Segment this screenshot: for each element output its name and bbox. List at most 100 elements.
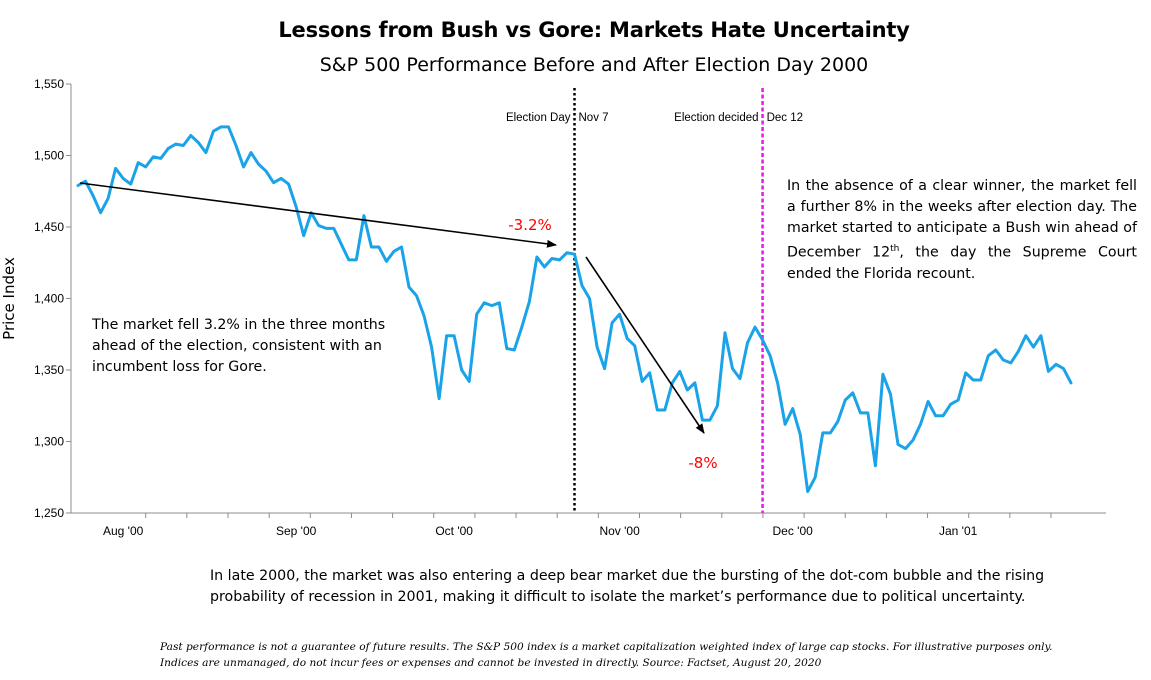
data-point <box>1024 334 1028 337</box>
data-point <box>279 177 283 180</box>
data-point <box>528 300 531 303</box>
data-point <box>731 367 734 370</box>
data-point <box>806 490 809 493</box>
data-point <box>227 125 230 129</box>
data-point <box>249 151 253 154</box>
data-point <box>791 407 794 410</box>
data-point <box>498 301 501 304</box>
data-point <box>656 408 659 412</box>
data-point <box>663 408 666 412</box>
data-point <box>956 398 960 402</box>
note-bear-market: In late 2000, the market was also enteri… <box>210 568 1045 605</box>
data-point <box>979 378 982 382</box>
data-point <box>926 400 930 403</box>
data-point <box>422 314 426 317</box>
series-group <box>76 125 1073 494</box>
data-point <box>941 414 945 417</box>
data-point <box>347 258 351 262</box>
data-point <box>294 205 298 209</box>
y-tick-label: 1,450 <box>34 220 64 234</box>
data-point <box>174 142 177 146</box>
data-point <box>152 155 155 159</box>
y-tick-label: 1,550 <box>34 77 64 91</box>
chart-title: Lessons from Bush vs Gore: Markets Hate … <box>278 18 910 42</box>
y-tick-label: 1,300 <box>34 435 64 449</box>
data-point <box>400 245 403 249</box>
data-point <box>114 167 117 170</box>
data-point <box>325 227 328 230</box>
data-point <box>648 371 651 375</box>
data-point <box>550 257 554 260</box>
data-point <box>392 250 396 253</box>
data-point <box>287 182 290 186</box>
data-point <box>565 251 569 254</box>
data-point <box>332 227 335 230</box>
x-tick-label: Sep '00 <box>276 524 317 538</box>
event-label-left: Election decided <box>674 112 758 124</box>
data-point <box>610 321 614 325</box>
y-tick-label: 1,500 <box>34 149 64 163</box>
data-point <box>723 331 727 335</box>
data-point <box>407 285 411 289</box>
data-point <box>1017 350 1020 353</box>
data-point <box>686 388 689 392</box>
data-point <box>588 297 591 300</box>
x-tick-label: Dec '00 <box>773 524 814 538</box>
data-point <box>994 348 997 352</box>
data-point <box>844 398 847 402</box>
data-point <box>738 377 742 380</box>
data-point <box>987 354 990 357</box>
data-point <box>167 147 170 150</box>
data-point <box>768 354 772 357</box>
data-point <box>197 141 200 144</box>
data-point <box>618 313 621 316</box>
data-point <box>573 252 576 256</box>
data-point <box>121 177 125 180</box>
data-point <box>475 313 478 316</box>
x-tick-label: Aug '00 <box>103 524 144 538</box>
note-post-election: In the absence of a clear winner, the ma… <box>787 176 1137 285</box>
data-point <box>851 391 855 395</box>
data-point <box>761 338 764 342</box>
data-point <box>776 381 779 385</box>
data-point <box>1054 363 1058 366</box>
note-post-election-part-1: In the absence of a clear winner, the ma… <box>787 178 1137 261</box>
event-label-right: Nov 7 <box>579 112 609 124</box>
data-point <box>896 443 900 446</box>
disclaimer: Past performance is not a guarantee of f… <box>160 641 1053 669</box>
data-point <box>430 345 433 349</box>
data-point <box>625 337 629 340</box>
data-point <box>949 403 952 406</box>
data-point <box>99 211 102 214</box>
data-point <box>467 380 471 383</box>
data-point <box>136 161 140 164</box>
y-axis-label: Price Index <box>0 257 18 340</box>
data-point <box>415 294 418 297</box>
data-point <box>821 431 824 435</box>
data-point <box>1039 334 1043 337</box>
x-tick-label: Jan '01 <box>939 524 978 538</box>
annotation-change-1: -3.2% <box>508 216 552 234</box>
data-point <box>1047 370 1050 373</box>
data-point <box>370 245 373 249</box>
note-post-election-part-2: , the day the Supreme Court ended the Fl… <box>787 244 1137 282</box>
data-point <box>535 255 539 259</box>
data-point <box>340 242 343 246</box>
data-point <box>678 370 682 373</box>
data-point <box>437 397 441 400</box>
note-pre-election: The market fell 3.2% in the three months… <box>92 317 386 375</box>
data-point <box>452 334 456 337</box>
data-point <box>144 165 147 169</box>
axes: 1,250 1,300 1,350 1,400 1,450 1,500 1,550 Aug '… <box>0 77 1106 538</box>
data-point <box>641 380 644 383</box>
data-point <box>701 418 704 422</box>
data-point <box>264 170 268 173</box>
x-tick-label: Nov '00 <box>599 524 640 538</box>
data-point <box>543 265 546 269</box>
data-point <box>866 411 870 415</box>
data-point <box>91 194 95 197</box>
chart-subtitle: S&P 500 Performance Before and After Ele… <box>319 54 869 76</box>
event-label-right: Dec 12 <box>767 112 803 124</box>
data-point <box>520 325 524 329</box>
data-point <box>302 234 305 237</box>
